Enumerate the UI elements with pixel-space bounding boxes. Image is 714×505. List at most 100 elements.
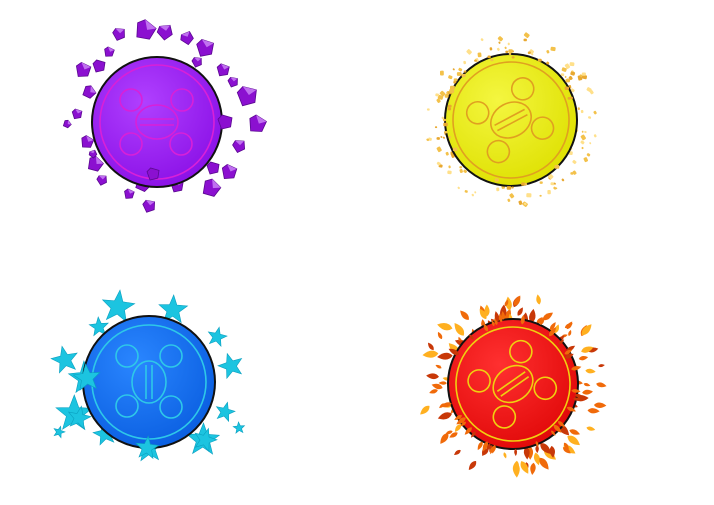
badge-body — [447, 318, 579, 450]
flame-leaf — [574, 393, 583, 398]
flame-leaf — [437, 352, 453, 360]
sparkle-dot — [507, 42, 510, 46]
badge-emblem — [99, 64, 215, 180]
sparkle-dot — [560, 73, 565, 77]
emblem-circle — [530, 116, 555, 140]
flame-leaf — [517, 307, 523, 316]
emblem-bar — [500, 376, 530, 397]
sparkle-dot — [518, 200, 523, 206]
sparkle-dot — [480, 38, 484, 42]
crystal-shard — [156, 24, 173, 41]
sparkle-dot — [459, 168, 463, 173]
sparkle-dot — [593, 134, 597, 138]
sparkle-dot — [581, 74, 588, 80]
emblem-circle — [467, 369, 491, 393]
flame-leaf — [571, 366, 582, 371]
flame-leaf — [464, 427, 472, 435]
sparkle-dot — [539, 194, 542, 197]
flame-leaf — [551, 430, 556, 436]
flame-leaf — [583, 382, 591, 387]
sparkle-dot — [554, 164, 560, 169]
sparkle-dot — [443, 122, 448, 127]
emblem-bar — [496, 371, 526, 392]
emblem-circle — [492, 405, 517, 429]
flame-leaf — [501, 310, 505, 320]
sparkle-dot — [581, 72, 586, 76]
flame-leaf — [468, 460, 477, 470]
flame-leaf — [431, 383, 443, 390]
sparkle-dot — [584, 130, 587, 134]
sparkle-dot — [546, 50, 550, 54]
particles-front — [92, 59, 233, 181]
flame-leaf — [536, 294, 541, 305]
sparkle-dot — [444, 131, 448, 134]
sparkle-dot — [436, 146, 442, 153]
star-particle — [215, 401, 236, 423]
particles-back — [420, 294, 607, 478]
flame-leaf — [587, 408, 600, 414]
badge-emblem — [455, 326, 571, 442]
sparkle-dot — [435, 93, 440, 97]
flame-leaf — [429, 389, 438, 394]
inner-ring — [452, 61, 570, 179]
flame-leaf — [567, 435, 580, 446]
flame-leaf — [449, 432, 458, 438]
flame-leaf — [573, 397, 581, 401]
flame-leaf — [565, 353, 574, 359]
flame-leaf — [539, 317, 545, 326]
sparkle-dot — [442, 136, 445, 139]
flame-leaf — [571, 389, 581, 393]
flame-leaf — [482, 448, 489, 456]
flame-leaf — [578, 356, 589, 361]
emblem-center — [131, 360, 167, 404]
sparkle-dot — [490, 58, 494, 62]
flame-leaf — [566, 406, 576, 412]
sparkle-dot — [577, 107, 580, 111]
flame-leaf — [486, 443, 491, 452]
star-particle — [50, 345, 78, 374]
sparkle-dot — [447, 107, 452, 111]
sparkle-dot — [508, 49, 513, 53]
flame-leaf — [426, 373, 439, 380]
sparkle-dot — [474, 59, 477, 62]
sparkle-dot — [546, 62, 550, 65]
sparkle-dot — [570, 172, 574, 175]
sparkle-dot — [539, 181, 543, 184]
sparkle-dot — [580, 134, 586, 141]
sparkle-dot — [453, 78, 458, 82]
star-particle — [53, 425, 66, 439]
sparkle-dot — [448, 75, 453, 80]
flame-leaf — [596, 382, 607, 388]
sparkle-dot — [496, 47, 500, 51]
sparkle-dot — [580, 140, 585, 145]
emblem-bar — [497, 113, 528, 132]
crystal-shard — [221, 163, 238, 179]
sparkle-dot — [459, 166, 463, 169]
sparkle-dot — [565, 78, 570, 83]
emblem-circle — [170, 88, 194, 112]
crystal-shard — [216, 63, 230, 77]
sparkle-dot — [426, 108, 430, 111]
blue-star-badge — [50, 289, 246, 462]
sparkle-dot — [553, 186, 557, 190]
star-particle — [158, 294, 189, 324]
crystal-shard — [180, 30, 194, 46]
sparkle-dot — [504, 46, 507, 50]
flame-leaf — [513, 295, 521, 306]
flame-leaf — [435, 364, 442, 369]
flame-leaf — [535, 445, 539, 454]
flame-leaf — [460, 310, 469, 320]
sparkle-dot — [489, 47, 493, 51]
star-particle — [67, 405, 92, 430]
sparkle-dot — [496, 187, 500, 192]
sparkle-dot — [463, 169, 468, 174]
flame-leaf — [491, 320, 495, 327]
sparkle-dot — [537, 58, 542, 62]
flame-leaf — [422, 350, 439, 358]
sparkle-dot — [494, 178, 499, 182]
crystal-shard — [217, 114, 233, 130]
emblem-center — [490, 101, 532, 139]
sparkle-dot — [561, 67, 567, 72]
crystal-shard — [71, 108, 83, 120]
